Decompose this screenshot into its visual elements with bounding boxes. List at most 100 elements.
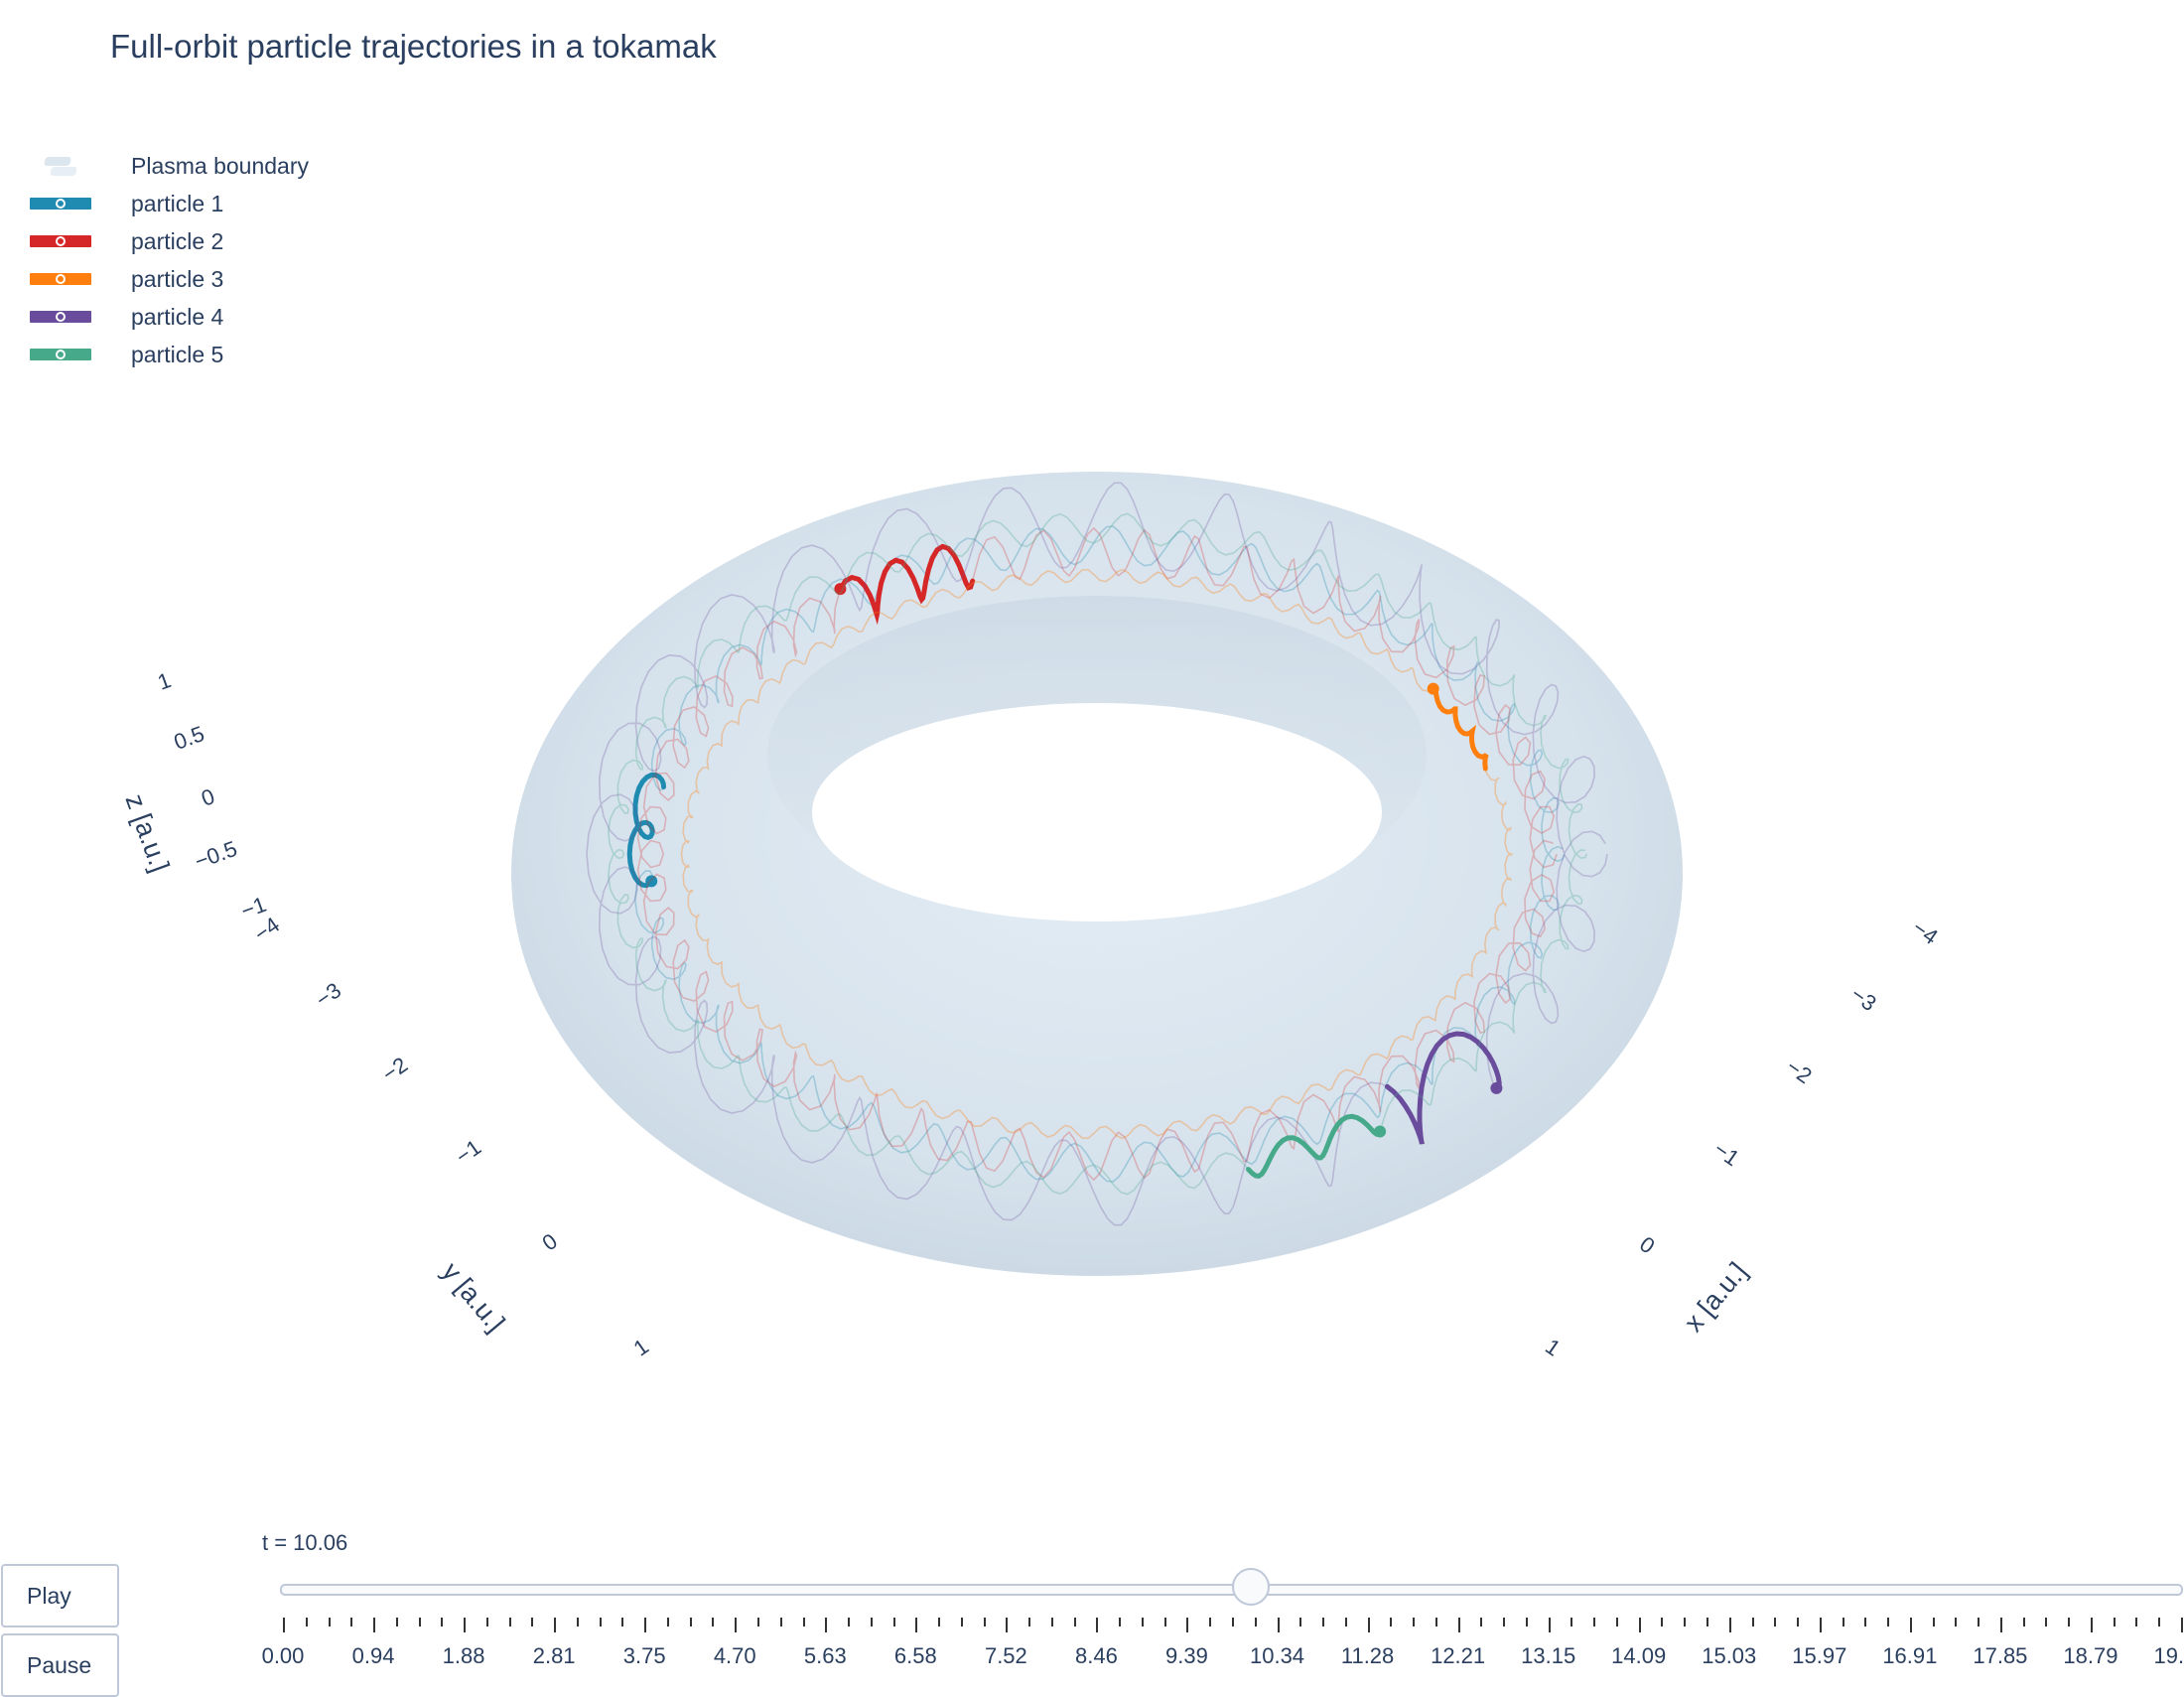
slider-minor-tick xyxy=(2113,1618,2116,1626)
slider-major-tick xyxy=(1096,1618,1099,1632)
slider-minor-tick xyxy=(1119,1618,1122,1626)
slider-minor-tick xyxy=(1163,1618,1166,1626)
slider-tick-label: 8.46 xyxy=(1075,1643,1118,1668)
slider-minor-tick xyxy=(599,1618,602,1626)
y-axis-title: y [a.u.] xyxy=(436,1257,510,1338)
slider-major-tick xyxy=(735,1618,738,1632)
particle-marker-2 xyxy=(834,583,847,596)
time-slider-handle[interactable] xyxy=(1231,1568,1270,1606)
slider-minor-tick xyxy=(779,1618,782,1626)
particle-1-swatch-icon xyxy=(30,198,91,210)
slider-tick-label: 4.70 xyxy=(713,1643,756,1668)
slider-minor-tick xyxy=(508,1618,511,1626)
trajectory-current-5 xyxy=(1246,1113,1383,1179)
slider-minor-tick xyxy=(1706,1618,1708,1626)
slider-major-tick xyxy=(283,1618,285,1632)
particle-marker-5 xyxy=(1374,1125,1387,1138)
particle-5-swatch-icon xyxy=(30,349,91,360)
slider-current-value: t = 10.06 xyxy=(262,1530,348,1555)
slider-minor-tick xyxy=(1955,1618,1958,1626)
slider-minor-tick xyxy=(395,1618,398,1626)
slider-major-tick xyxy=(915,1618,918,1632)
slider-minor-tick xyxy=(1615,1618,1618,1626)
slider-major-tick xyxy=(2090,1618,2093,1632)
slider-major-tick xyxy=(1909,1618,1912,1632)
legend-label: particle 2 xyxy=(131,227,224,254)
slider-minor-tick xyxy=(870,1618,873,1626)
legend-item-particle-1[interactable]: particle 1 xyxy=(30,185,309,222)
legend-item-particle-4[interactable]: particle 4 xyxy=(30,298,309,336)
slider-minor-tick xyxy=(983,1618,986,1626)
slider-minor-tick xyxy=(1661,1618,1664,1626)
slider-major-tick xyxy=(1457,1618,1460,1632)
slider-tick-label: 16.91 xyxy=(1882,1643,1938,1668)
slider-minor-tick xyxy=(2158,1618,2161,1626)
slider-minor-tick xyxy=(1073,1618,1076,1626)
z-tick-label: 0.5 xyxy=(171,721,207,755)
y-tick-label: 1 xyxy=(629,1334,653,1361)
z-axis-title: z [a.u.] xyxy=(120,790,176,876)
slider-tick-label: 17.85 xyxy=(1973,1643,2028,1668)
legend: Plasma boundary particle 1 particle 2 pa… xyxy=(30,147,309,373)
slider-major-tick xyxy=(554,1618,557,1632)
slider-minor-tick xyxy=(757,1618,759,1626)
legend-label: particle 4 xyxy=(131,303,224,330)
slider-minor-tick xyxy=(441,1618,444,1626)
slider-minor-tick xyxy=(1390,1618,1393,1626)
slider-minor-tick xyxy=(1842,1618,1844,1626)
slider-tick-label: 10.34 xyxy=(1249,1643,1305,1668)
slider-minor-tick xyxy=(1978,1618,1980,1626)
x-tick-label: −1 xyxy=(1709,1136,1744,1171)
chart-3d-scene[interactable]: −4−3−2−101−4−3−2−101−1−0.500.51x [a.u.]y… xyxy=(0,0,2184,1489)
slider-tick-label: 3.75 xyxy=(622,1643,666,1668)
slider-tick-label: 18.79 xyxy=(2063,1643,2118,1668)
slider-tick-label: 13.15 xyxy=(1521,1643,1576,1668)
slider-minor-tick xyxy=(576,1618,579,1626)
x-tick-label: −4 xyxy=(1908,915,1943,949)
pause-button[interactable]: Pause xyxy=(1,1633,119,1697)
particle-marker-3 xyxy=(1427,682,1439,695)
time-slider-rail[interactable] xyxy=(280,1584,2183,1596)
slider-minor-tick xyxy=(1864,1618,1867,1626)
legend-item-particle-2[interactable]: particle 2 xyxy=(30,222,309,260)
x-axis-title: x [a.u.] xyxy=(1679,1257,1753,1338)
slider-tick-label: 6.58 xyxy=(893,1643,937,1668)
slider-minor-tick xyxy=(1593,1618,1596,1626)
slider-tick-label: 19.73 xyxy=(2153,1643,2184,1668)
slider-minor-tick xyxy=(1932,1618,1935,1626)
slider-minor-tick xyxy=(1684,1618,1687,1626)
legend-item-particle-3[interactable]: particle 3 xyxy=(30,260,309,298)
slider-major-tick xyxy=(373,1618,376,1632)
y-tick-label: −1 xyxy=(451,1134,485,1169)
particle-3-swatch-icon xyxy=(30,273,91,285)
z-tick-label: 0 xyxy=(198,783,217,811)
slider-tick-label: 1.88 xyxy=(442,1643,485,1668)
slider-minor-tick xyxy=(1299,1618,1302,1626)
slider-minor-tick xyxy=(689,1618,692,1626)
legend-item-boundary[interactable]: Plasma boundary xyxy=(30,147,309,185)
slider-tick-label: 5.63 xyxy=(803,1643,847,1668)
slider-tick-label: 15.97 xyxy=(1792,1643,1847,1668)
trajectory-current-1 xyxy=(626,773,666,889)
x-tick-label: 1 xyxy=(1541,1334,1565,1361)
slider-minor-tick xyxy=(892,1618,895,1626)
slider-minor-tick xyxy=(328,1618,331,1626)
legend-label: particle 1 xyxy=(131,190,224,216)
slider-minor-tick xyxy=(1434,1618,1437,1626)
slider-minor-tick xyxy=(350,1618,353,1626)
slider-minor-tick xyxy=(712,1618,715,1626)
particle-marker-1 xyxy=(645,875,658,888)
slider-minor-tick xyxy=(1503,1618,1506,1626)
x-tick-label: −2 xyxy=(1782,1054,1817,1088)
slider-minor-tick xyxy=(2045,1618,2048,1626)
play-button[interactable]: Play xyxy=(1,1564,119,1627)
slider-minor-tick xyxy=(1141,1618,1144,1626)
slider-minor-tick xyxy=(960,1618,963,1626)
particle-2-swatch-icon xyxy=(30,235,91,247)
legend-item-particle-5[interactable]: particle 5 xyxy=(30,336,309,373)
legend-label: Plasma boundary xyxy=(131,152,309,179)
trajectory-current-3 xyxy=(1431,684,1489,772)
slider-minor-tick xyxy=(1887,1618,1890,1626)
z-tick-label: −0.5 xyxy=(192,836,240,874)
slider-minor-tick xyxy=(802,1618,805,1626)
